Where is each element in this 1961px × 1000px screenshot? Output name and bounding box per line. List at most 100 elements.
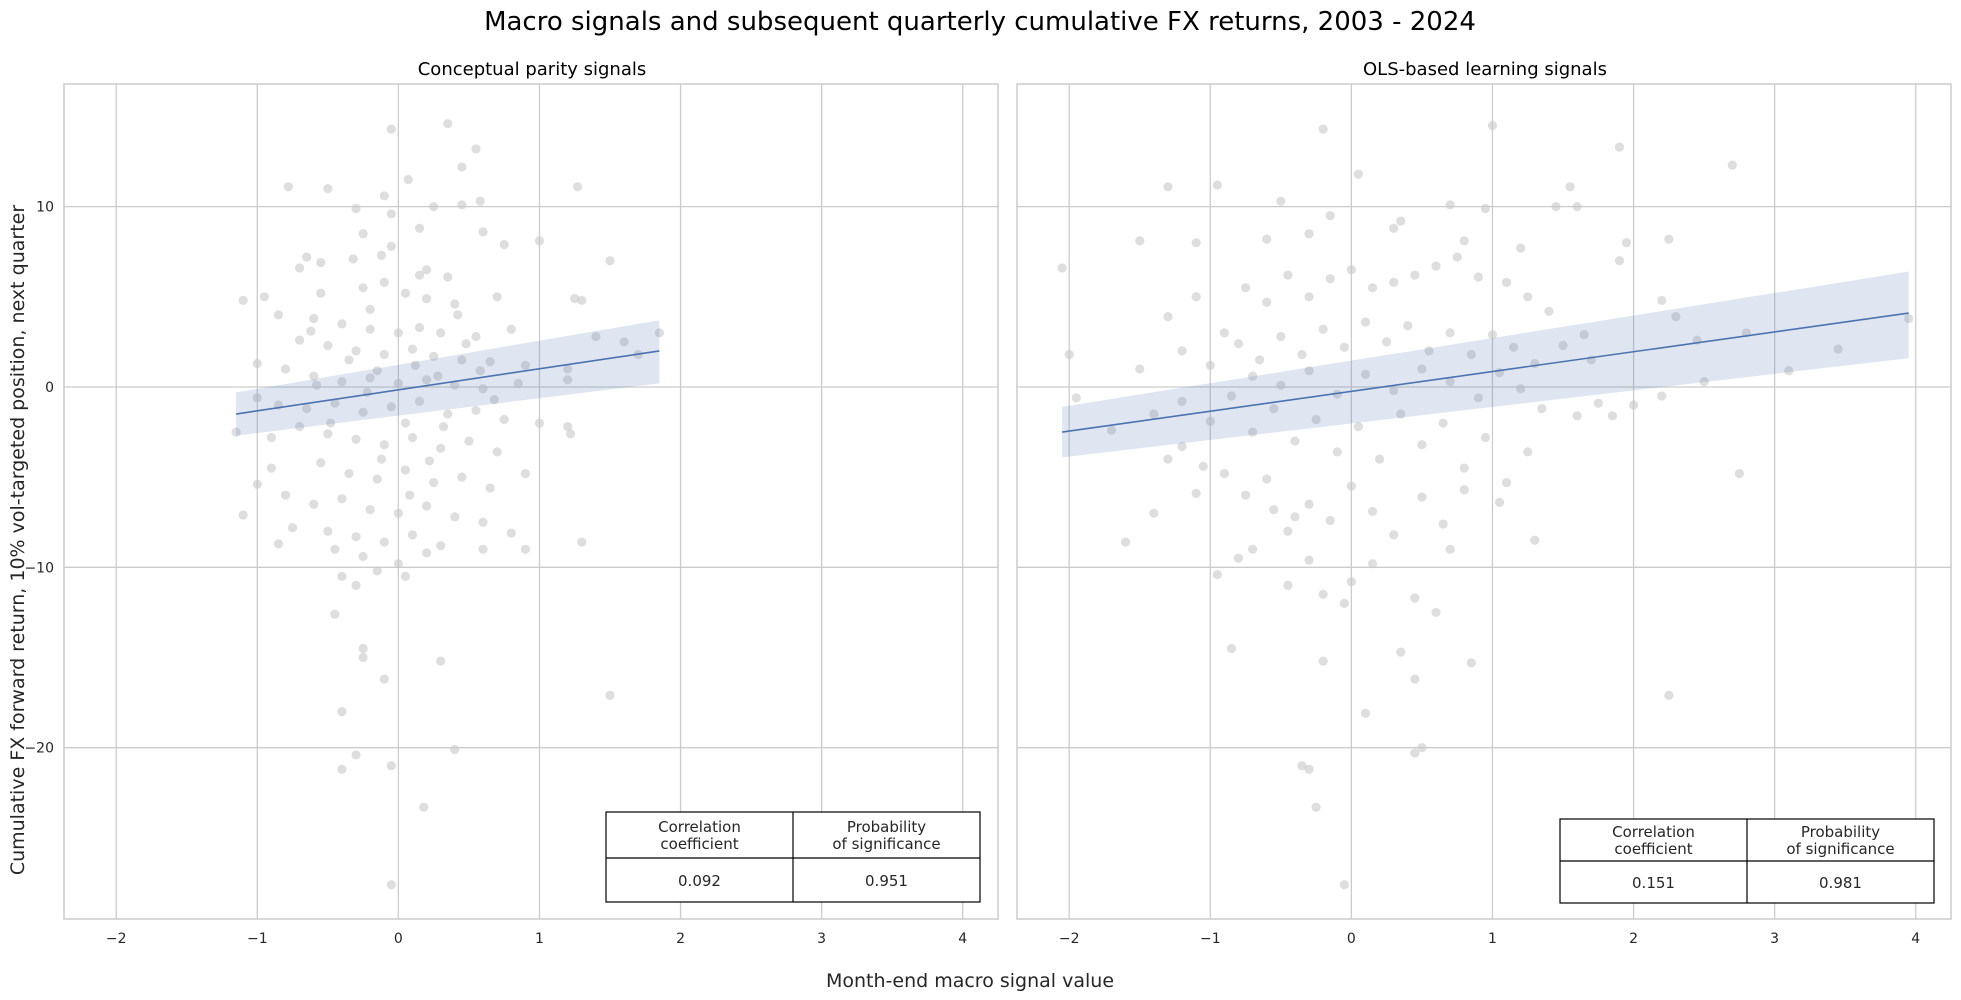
scatter-point — [1445, 544, 1455, 554]
scatter-point — [1565, 182, 1575, 192]
scatter-point — [1177, 396, 1187, 407]
stats-table: Correlation coefficient Probability of sign… — [1559, 818, 1935, 904]
scatter-point — [433, 371, 443, 381]
scatter-point — [499, 414, 509, 425]
scatter-point — [421, 375, 432, 385]
scatter-point — [1509, 342, 1519, 352]
scatter-point — [1226, 643, 1237, 654]
scatter-point — [1191, 488, 1201, 498]
x-tick-label: 4 — [958, 931, 967, 947]
scatter-point — [1459, 463, 1469, 473]
scatter-point — [450, 744, 460, 755]
scatter-point — [1410, 270, 1420, 280]
scatter-point — [1480, 432, 1491, 443]
scatter-point — [1614, 142, 1625, 152]
scatter-point — [351, 434, 361, 444]
scatter-point — [1459, 236, 1469, 246]
scatter-point — [436, 328, 446, 338]
scatter-point — [358, 652, 368, 663]
scatter-point — [654, 328, 664, 338]
scatter-point — [605, 690, 615, 700]
scatter-point — [471, 144, 481, 154]
y-tick-label: −20 — [24, 741, 54, 757]
scatter-point — [1149, 409, 1159, 419]
x-axis-label: Month-end macro signal value — [826, 970, 1114, 992]
scatter-point — [1664, 234, 1674, 244]
scatter-point — [1276, 331, 1286, 342]
scatter-point — [424, 456, 435, 466]
scatter-point — [337, 707, 347, 717]
scatter-point — [520, 544, 530, 554]
scatter-point — [1191, 292, 1201, 302]
regression-line — [236, 350, 660, 415]
scatter-point — [400, 288, 411, 298]
y-axis-label: Cumulative FX forward return, 10% vol-ta… — [7, 205, 29, 876]
scatter-point — [1304, 555, 1314, 565]
scatter-point — [252, 358, 262, 369]
scatter-point — [478, 384, 488, 394]
scatter-point — [393, 328, 403, 338]
scatter-point — [295, 263, 305, 273]
scatter-point — [591, 331, 601, 342]
figure-title: Macro signals and subsequent quarterly c… — [484, 7, 1476, 37]
scatter-point — [1325, 211, 1335, 221]
x-tick-label: −1 — [1200, 931, 1221, 947]
scatter-point — [1487, 330, 1498, 340]
scatter-point — [534, 418, 545, 428]
scatter-point — [1607, 411, 1617, 421]
scatter-point — [450, 299, 460, 309]
scatter-point — [1290, 436, 1300, 446]
scatter-point — [453, 310, 463, 320]
y-tick-label: 10 — [36, 200, 54, 216]
scatter-point — [1904, 313, 1914, 324]
scatter-point — [1417, 364, 1427, 374]
scatter-point — [372, 474, 382, 484]
scatter-point — [414, 270, 425, 280]
scatter-point — [1360, 317, 1371, 327]
scatter-point — [337, 571, 347, 581]
scatter-point — [238, 295, 248, 306]
scatter-point — [400, 418, 411, 428]
scatter-point — [1367, 506, 1378, 517]
scatter-point — [337, 494, 347, 504]
scatter-point — [1424, 346, 1434, 356]
scatter-point — [351, 346, 361, 356]
scatter-point — [436, 656, 446, 666]
scatter-point — [1205, 360, 1215, 370]
scatter-point — [1389, 277, 1399, 287]
table-header-probability: Probability of significance — [1786, 823, 1894, 858]
scatter-point — [563, 375, 573, 385]
scatter-point — [1523, 292, 1533, 302]
scatter-point — [478, 544, 488, 554]
scatter-point — [1445, 328, 1455, 338]
scatter-point — [386, 209, 396, 219]
scatter-point — [1304, 499, 1314, 509]
scatter-point — [259, 292, 269, 302]
scatter-point — [1297, 761, 1307, 771]
scatter-point — [266, 463, 276, 473]
scatter-point — [1318, 589, 1328, 599]
panel-ols-learning: OLS-based learning signals −2 −1 0 1 2 3 4 Corr… — [1016, 59, 1952, 947]
x-tick-label: −1 — [247, 931, 268, 947]
scatter-point — [1473, 272, 1483, 282]
scatter-point — [379, 537, 389, 547]
scatter-point — [330, 609, 340, 619]
scatter-point — [1784, 366, 1794, 376]
scatter-point — [1219, 328, 1229, 338]
scatter-point — [323, 184, 333, 194]
scatter-point — [421, 548, 432, 558]
scatter-point — [1262, 297, 1272, 307]
scatter-point — [475, 366, 485, 376]
scatter-point — [1212, 569, 1222, 580]
scatter-point — [419, 802, 429, 812]
scatter-point — [520, 360, 530, 370]
scatter-point — [1248, 427, 1258, 437]
scatter-point — [1621, 238, 1632, 248]
scatter-point — [358, 407, 368, 417]
scatter-point — [492, 292, 502, 302]
scatter-point — [450, 512, 460, 522]
x-tick-label: −2 — [106, 931, 127, 947]
scatter-point — [534, 236, 545, 246]
scatter-point — [475, 196, 485, 206]
scatter-point — [1445, 200, 1455, 210]
